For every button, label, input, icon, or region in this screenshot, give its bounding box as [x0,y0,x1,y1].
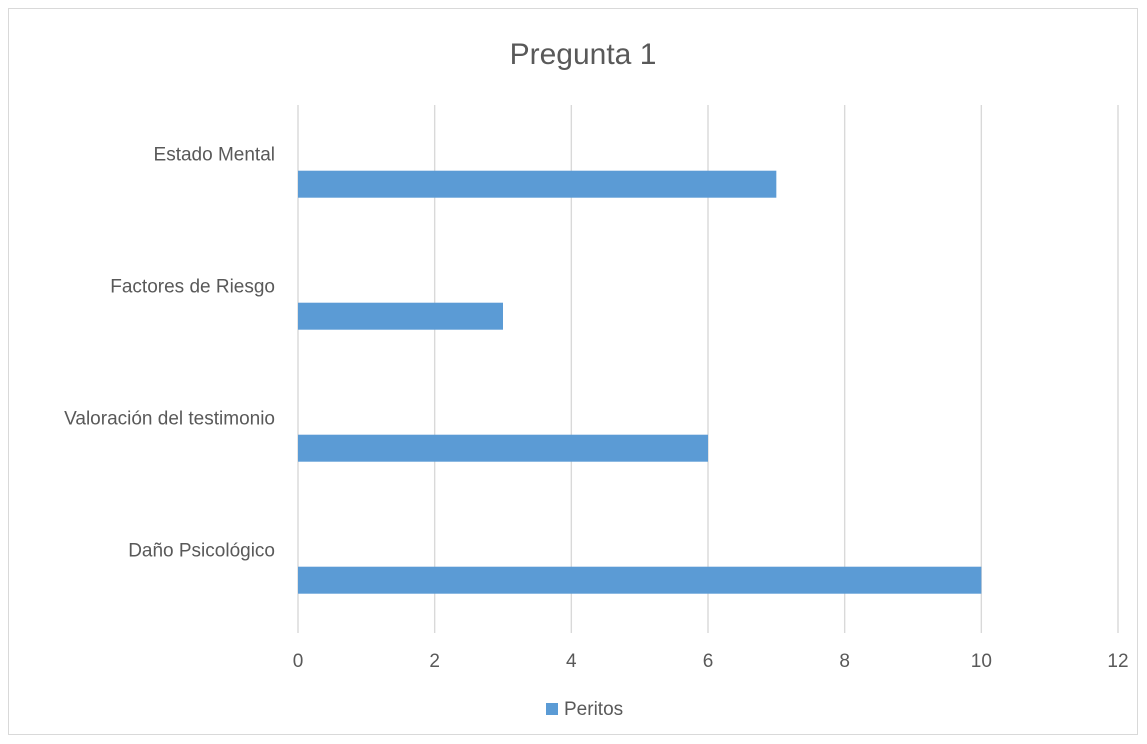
category-label: Daño Psicológico [128,541,275,562]
x-tick-label: 0 [293,651,304,672]
bar-estado-mental [298,170,777,198]
chart-title: Pregunta 1 [510,38,657,71]
category-label: Estado Mental [154,145,275,166]
legend: Peritos [546,699,623,720]
x-tick-label: 8 [839,651,850,672]
category-label: Valoración del testimonio [64,409,275,430]
x-tick-label: 10 [971,651,992,672]
category-label: Factores de Riesgo [110,277,275,298]
x-tick-labels: 0 2 4 6 8 10 12 [293,651,1129,672]
category-labels: Estado Mental Factores de Riesgo Valoració… [64,145,275,562]
bars [298,170,982,594]
bar-factores-de-riesgo [298,302,503,330]
bar-da-o-psicol-gico [298,566,982,594]
x-tick-label: 2 [429,651,440,672]
legend-swatch [546,703,558,715]
bar-valoraci-n-del-testimonio [298,434,708,462]
x-tick-label: 4 [566,651,577,672]
legend-label: Peritos [564,699,623,720]
chart-frame [8,8,1138,735]
x-tick-label: 12 [1107,651,1128,672]
x-tick-label: 6 [703,651,714,672]
